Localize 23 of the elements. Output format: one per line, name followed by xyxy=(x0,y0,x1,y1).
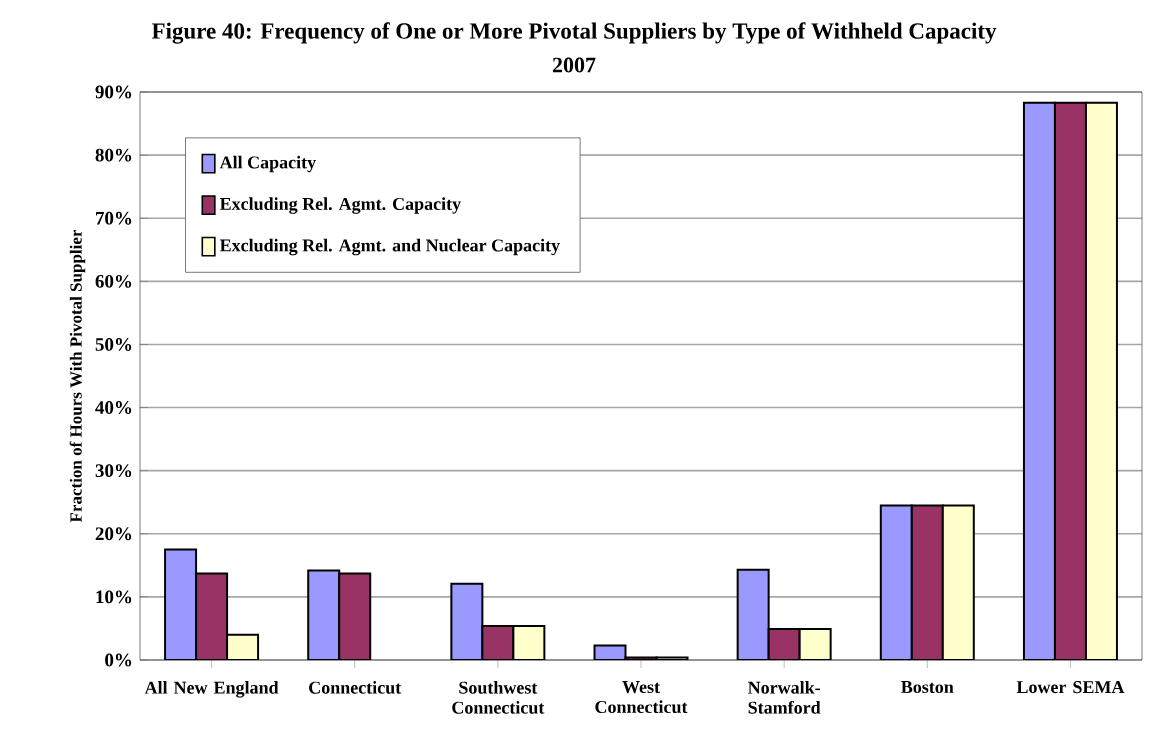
x-tick-label: Connecticut xyxy=(309,681,402,694)
x-tick-label: Boston xyxy=(901,681,954,694)
y-tick-label: 60% xyxy=(95,274,132,288)
chart-subtitle: 2007 xyxy=(552,57,596,73)
y-tick-label: 40% xyxy=(95,401,132,414)
y-tick-label: 70% xyxy=(96,211,132,225)
x-tick-label: Southwest Connecticut xyxy=(452,681,545,714)
y-tick-label: 0% xyxy=(105,653,132,667)
x-tick-label: Norwalk-Stamford xyxy=(748,681,821,714)
x-tick-label: West Connecticut xyxy=(595,681,688,714)
x-tick-label: All New England xyxy=(144,681,279,698)
y-tick-label: 10% xyxy=(96,590,132,604)
legend-label: Excluding Rel. Agmt. Capacity xyxy=(219,197,461,214)
y-axis-title: Fraction of Hours With Pivotal Supplier xyxy=(69,229,86,523)
legend-label: Excluding Rel. Agmt. and Nuclear Capacity xyxy=(219,238,560,256)
y-tick-label: 80% xyxy=(95,148,132,162)
x-tick-label: Lower SEMA xyxy=(1016,681,1125,694)
legend-label: All Capacity xyxy=(219,155,316,173)
y-tick-label: 90% xyxy=(95,85,132,99)
y-tick-label: 30% xyxy=(95,464,132,478)
y-tick-label: 20% xyxy=(95,527,132,541)
y-tick-label: 50% xyxy=(95,338,132,351)
chart-title: Figure 40: Frequency of One or More Pivotal Suppliers by Type of Withheld Capacity xyxy=(151,22,997,44)
